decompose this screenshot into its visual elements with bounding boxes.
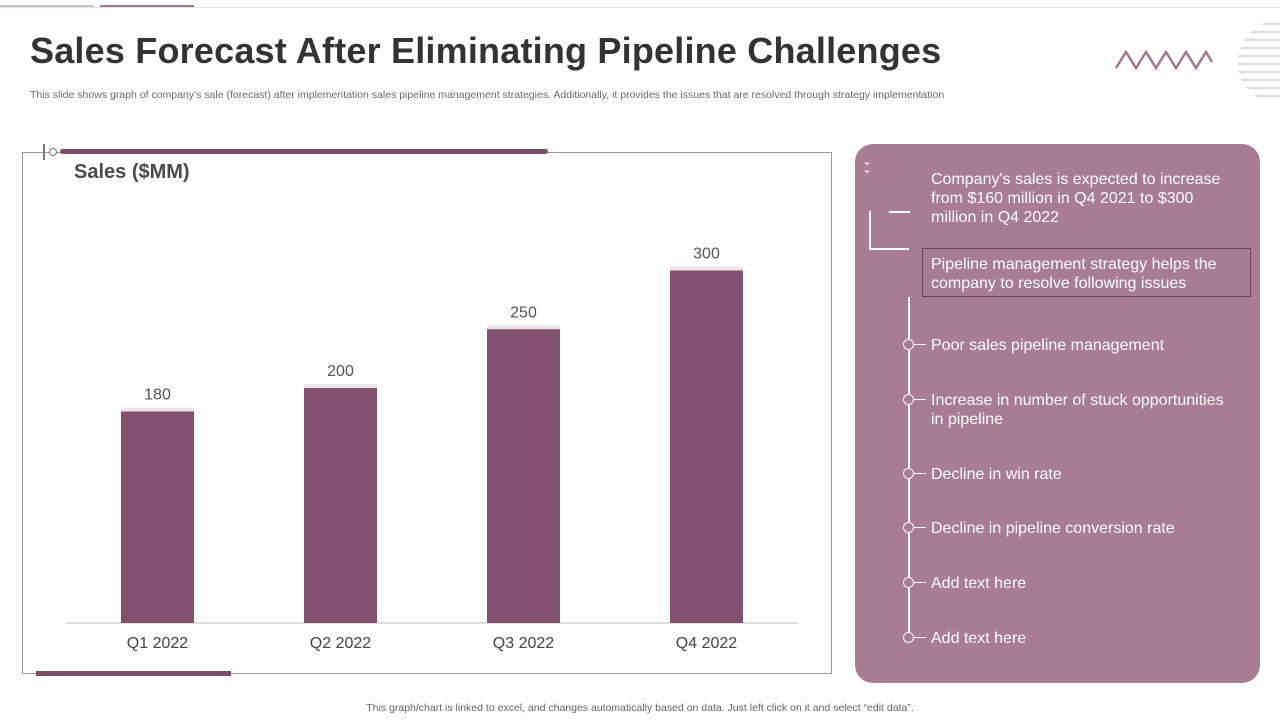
chart-frame-bottom-accent bbox=[36, 671, 231, 676]
issue-item: Decline in win rate bbox=[931, 466, 1062, 483]
timeline-connector bbox=[914, 399, 926, 400]
strategy-text: Pipeline management strategy helps the c… bbox=[931, 256, 1217, 292]
bar-top-shadow bbox=[487, 325, 560, 330]
striped-circle-decoration bbox=[1238, 22, 1280, 98]
bracket-connector bbox=[869, 211, 909, 250]
x-tick-label: Q1 2022 bbox=[127, 635, 188, 652]
bar-q3-2022[interactable] bbox=[487, 329, 560, 623]
bar-top-shadow bbox=[121, 407, 194, 412]
timeline-connector bbox=[914, 344, 926, 345]
timeline-node bbox=[903, 468, 914, 479]
top-divider bbox=[0, 7, 1280, 8]
page-subtitle: This slide shows graph of company’s sale… bbox=[30, 89, 945, 101]
chart-y-label: Sales ($MM) bbox=[74, 161, 190, 183]
bar-q1-2022[interactable] bbox=[121, 411, 194, 624]
footer-note: This graph/chart is linked to excel, and… bbox=[366, 702, 914, 714]
top-tab-decoration bbox=[0, 5, 94, 7]
chart-frame-right-edge bbox=[831, 152, 832, 674]
issue-item: Decline in pipeline conversion rate bbox=[931, 520, 1175, 537]
bar-q4-2022[interactable] bbox=[670, 270, 743, 624]
issue-item: Add text here bbox=[931, 575, 1027, 592]
x-tick-label: Q3 2022 bbox=[493, 635, 554, 652]
data-label: 300 bbox=[693, 246, 720, 263]
data-label: 200 bbox=[327, 363, 354, 380]
chart-frame-top-accent bbox=[60, 149, 548, 154]
insights-panel bbox=[855, 144, 1260, 683]
x-tick-label: Q2 2022 bbox=[310, 635, 371, 652]
bar-top-shadow bbox=[304, 384, 377, 388]
page-title: Sales Forecast After Eliminating Pipelin… bbox=[30, 30, 942, 71]
issue-item: Poor sales pipeline management bbox=[931, 337, 1165, 354]
timeline-node bbox=[903, 394, 914, 405]
timeline-connector bbox=[914, 473, 926, 474]
bar-top-shadow bbox=[670, 266, 743, 271]
timeline-connector bbox=[914, 582, 926, 583]
issue-item: Add text here bbox=[931, 630, 1027, 647]
frame-tick-decoration bbox=[43, 144, 45, 160]
x-tick-label: Q4 2022 bbox=[676, 635, 737, 652]
data-label: 250 bbox=[510, 304, 537, 321]
top-tab-decoration-active bbox=[100, 5, 194, 7]
timeline-node bbox=[903, 522, 914, 533]
bar-q2-2022[interactable] bbox=[304, 388, 377, 623]
issues-timeline-line bbox=[908, 297, 910, 637]
sales-bar-chart: 180 Q1 2022 200 Q2 2022 250 Q3 2022 300 Q4 2022 bbox=[66, 246, 798, 652]
data-label: 180 bbox=[144, 387, 171, 404]
issue-item: Increase in number of stuck opportunitie… bbox=[931, 392, 1224, 428]
sales-summary-text: Company's sales is expected to increase … bbox=[931, 171, 1221, 226]
timeline-node bbox=[903, 339, 914, 350]
timeline-node bbox=[903, 632, 914, 643]
frame-circle-decoration bbox=[49, 148, 57, 156]
double-chevron-down-icon: ⌄ ⌄ bbox=[862, 154, 873, 176]
zigzag-decoration bbox=[1114, 49, 1214, 71]
strategy-highlight-box bbox=[922, 248, 1251, 297]
timeline-connector bbox=[914, 637, 926, 638]
timeline-node bbox=[903, 577, 914, 588]
timeline-connector bbox=[914, 527, 926, 528]
bracket-connector-top bbox=[889, 211, 910, 213]
